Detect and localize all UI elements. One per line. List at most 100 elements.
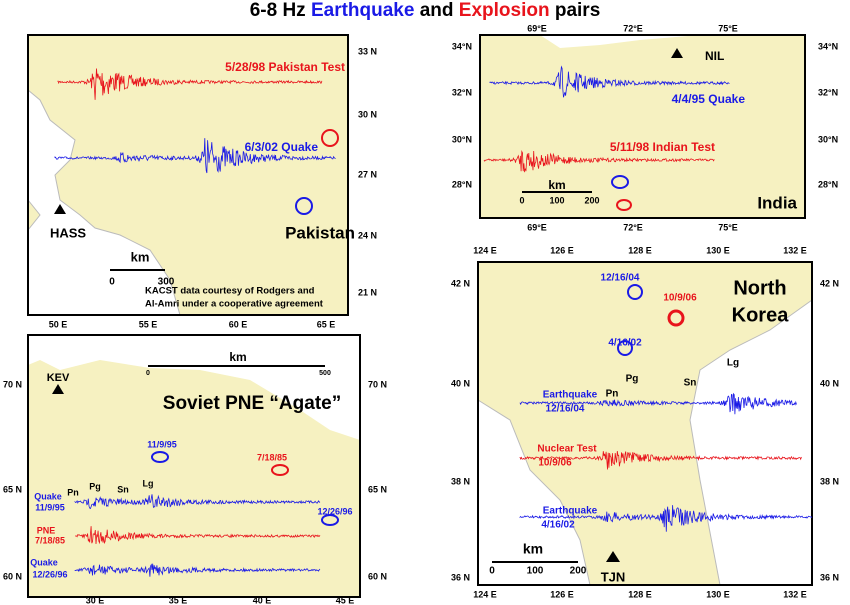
latitude-label: 60 N (3, 571, 22, 581)
map-label: 0 (489, 566, 495, 577)
longitude-label: 69°E (527, 222, 547, 232)
map-label: 4/16/02 (541, 520, 575, 531)
longitude-label: 75°E (718, 23, 738, 33)
event-circle (321, 129, 339, 147)
seismogram (519, 505, 813, 532)
map-label: 300 (158, 277, 175, 288)
map-label: Quake (30, 557, 58, 567)
longitude-label: 40 E (253, 595, 272, 605)
figure-title: 6-8 Hz Earthquake and Explosion pairs (250, 0, 601, 21)
map-frame (27, 34, 349, 316)
map-label: 0 (146, 370, 150, 377)
event-circle (616, 199, 632, 211)
map-label: 5/28/98 Pakistan Test (225, 60, 345, 74)
event-circle (627, 284, 643, 300)
map-label: 7/18/85 (35, 535, 65, 545)
longitude-label: 45 E (336, 595, 355, 605)
longitude-label: 124 E (473, 589, 497, 599)
map-label: North (733, 277, 786, 299)
latitude-label: 30°N (818, 134, 838, 144)
longitude-label: 124 E (473, 245, 497, 255)
event-circle (617, 340, 633, 356)
latitude-label: 42 N (451, 278, 470, 288)
map-label: 0 (109, 277, 115, 288)
seismogram (519, 450, 802, 470)
map-label: Al-Amri under a cooperative agreement (145, 299, 324, 310)
latitude-label: 32°N (452, 87, 472, 97)
latitude-label: 28°N (452, 179, 472, 189)
longitude-label: 126 E (550, 589, 574, 599)
latitude-label: 30°N (452, 134, 472, 144)
latitude-label: 21 N (358, 287, 377, 297)
map-label: 200 (584, 195, 599, 205)
map-label: Quake (34, 491, 62, 501)
map-label: Pg (89, 481, 101, 491)
map-label: 10/9/06 (538, 458, 572, 469)
event-circle (667, 309, 685, 327)
map-label: 12/16/04 (546, 404, 585, 415)
map-label: Sn (684, 378, 697, 389)
latitude-label: 40 N (451, 378, 470, 388)
map-label: TJN (601, 569, 626, 584)
longitude-label: 128 E (628, 589, 652, 599)
latitude-label: 70 N (3, 379, 22, 389)
latitude-label: 34°N (818, 41, 838, 51)
longitude-label: 69°E (527, 23, 547, 33)
longitude-label: 72°E (623, 23, 643, 33)
latitude-label: 38 N (451, 476, 470, 486)
map-label: Pg (626, 374, 639, 385)
map-label: km (131, 249, 150, 264)
map-label: Lg (143, 478, 154, 488)
station-marker (54, 204, 66, 214)
map-label: 500 (319, 370, 331, 377)
event-circle (611, 175, 629, 189)
seismogram (74, 563, 321, 577)
map-label: Pakistan (285, 223, 355, 242)
latitude-label: 40 N (820, 378, 839, 388)
map-label: Soviet PNE “Agate” (163, 393, 341, 414)
land (477, 261, 813, 586)
latitude-label: 33 N (358, 46, 377, 56)
map-label: Lg (727, 358, 739, 369)
sea (480, 35, 700, 48)
event-circle (321, 514, 339, 526)
longitude-label: 132 E (783, 589, 807, 599)
map-label: km (229, 350, 246, 364)
seismogram (57, 68, 323, 100)
map-frame (477, 261, 813, 586)
event-markers (151, 129, 685, 526)
map-label: 4/4/95 Quake (672, 92, 746, 106)
longitude-label: 130 E (706, 245, 730, 255)
map-label: 7/18/85 (257, 452, 287, 462)
longitude-label: 65 E (317, 319, 336, 329)
latitude-label: 30 N (358, 109, 377, 119)
latitude-label: 28°N (818, 179, 838, 189)
longitude-label: 75°E (718, 222, 738, 232)
latitude-label: 42 N (820, 278, 839, 288)
event-circle (295, 197, 313, 215)
map-frame (27, 334, 361, 598)
longitude-label: 50 E (49, 319, 68, 329)
seismogram (74, 494, 321, 510)
map-label: km (523, 541, 543, 557)
map-label: 100 (527, 566, 544, 577)
title-part: 6-8 Hz (250, 0, 306, 21)
map-label: 12/16/04 (601, 273, 640, 284)
event-circle (271, 464, 289, 476)
title-part: and (420, 0, 454, 21)
latitude-label: 34°N (452, 41, 472, 51)
map-label: KACST data courtesy of Rodgers and (145, 286, 315, 297)
latitude-label: 65 N (368, 484, 387, 494)
latitude-label: 24 N (358, 230, 377, 240)
seismogram (489, 65, 730, 98)
map-label: Nuclear Test (537, 444, 597, 455)
station-marker (52, 384, 64, 394)
latitude-label: 65 N (3, 484, 22, 494)
map-label: Earthquake (543, 506, 598, 517)
longitude-label: 55 E (139, 319, 158, 329)
longitude-label: 130 E (706, 589, 730, 599)
title-part: Explosion (459, 0, 550, 21)
longitude-label: 126 E (550, 245, 574, 255)
